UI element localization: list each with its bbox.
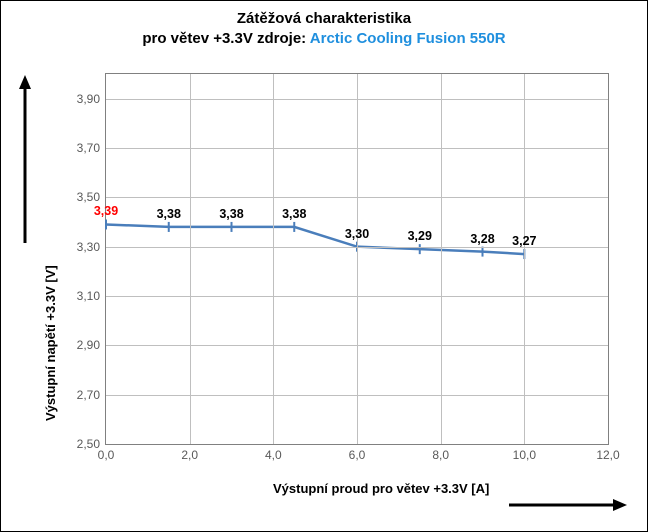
x-tick-label: 8,0	[432, 448, 449, 462]
title-line2: pro větev +3.3V zdroje: Arctic Cooling F…	[1, 29, 647, 49]
title-line2-part1: pro větev +3.3V zdroje:	[142, 30, 309, 47]
data-point-label: 3,28	[470, 232, 494, 246]
data-point-label: 3,38	[157, 207, 181, 221]
chart-container: Zátěžová charakteristika pro větev +3.3V…	[0, 0, 648, 532]
y-tick-label: 3,50	[77, 190, 100, 204]
y-axis-title: Výstupní napětí +3.3V [V]	[43, 265, 58, 421]
gridline-v	[441, 74, 442, 444]
gridline-h	[106, 345, 608, 346]
gridline-v	[357, 74, 358, 444]
y-tick-label: 2,70	[77, 388, 100, 402]
y-axis-arrow	[15, 75, 35, 245]
x-tick-label: 10,0	[513, 448, 536, 462]
data-point-label: 3,27	[512, 234, 536, 248]
data-point-label: 3,38	[219, 207, 243, 221]
data-point-label: 3,29	[408, 229, 432, 243]
x-tick-label: 2,0	[181, 448, 198, 462]
y-tick-label: 2,50	[77, 437, 100, 451]
x-tick-label: 6,0	[349, 448, 366, 462]
data-point-label: 3,39	[94, 204, 118, 218]
y-tick-label: 3,70	[77, 141, 100, 155]
chart-title: Zátěžová charakteristika pro větev +3.3V…	[1, 1, 647, 50]
gridline-v	[524, 74, 525, 444]
x-axis-title: Výstupní proud pro větev +3.3V [A]	[273, 481, 489, 496]
x-tick-label: 12,0	[596, 448, 619, 462]
gridline-h	[106, 197, 608, 198]
gridline-v	[190, 74, 191, 444]
title-line1: Zátěžová charakteristika	[1, 9, 647, 29]
gridline-v	[273, 74, 274, 444]
title-line2-part2: Arctic Cooling Fusion 550R	[310, 30, 506, 47]
gridline-h	[106, 99, 608, 100]
plot-area: 0,02,04,06,08,010,012,02,502,702,903,103…	[105, 73, 609, 445]
x-tick-label: 0,0	[98, 448, 115, 462]
gridline-h	[106, 395, 608, 396]
x-tick-label: 4,0	[265, 448, 282, 462]
y-tick-label: 3,90	[77, 92, 100, 106]
y-tick-label: 3,10	[77, 289, 100, 303]
y-tick-label: 3,30	[77, 240, 100, 254]
gridline-h	[106, 296, 608, 297]
y-tick-label: 2,90	[77, 338, 100, 352]
x-axis-arrow	[507, 495, 627, 515]
gridline-h	[106, 148, 608, 149]
data-point-label: 3,38	[282, 207, 306, 221]
data-point-label: 3,30	[345, 227, 369, 241]
